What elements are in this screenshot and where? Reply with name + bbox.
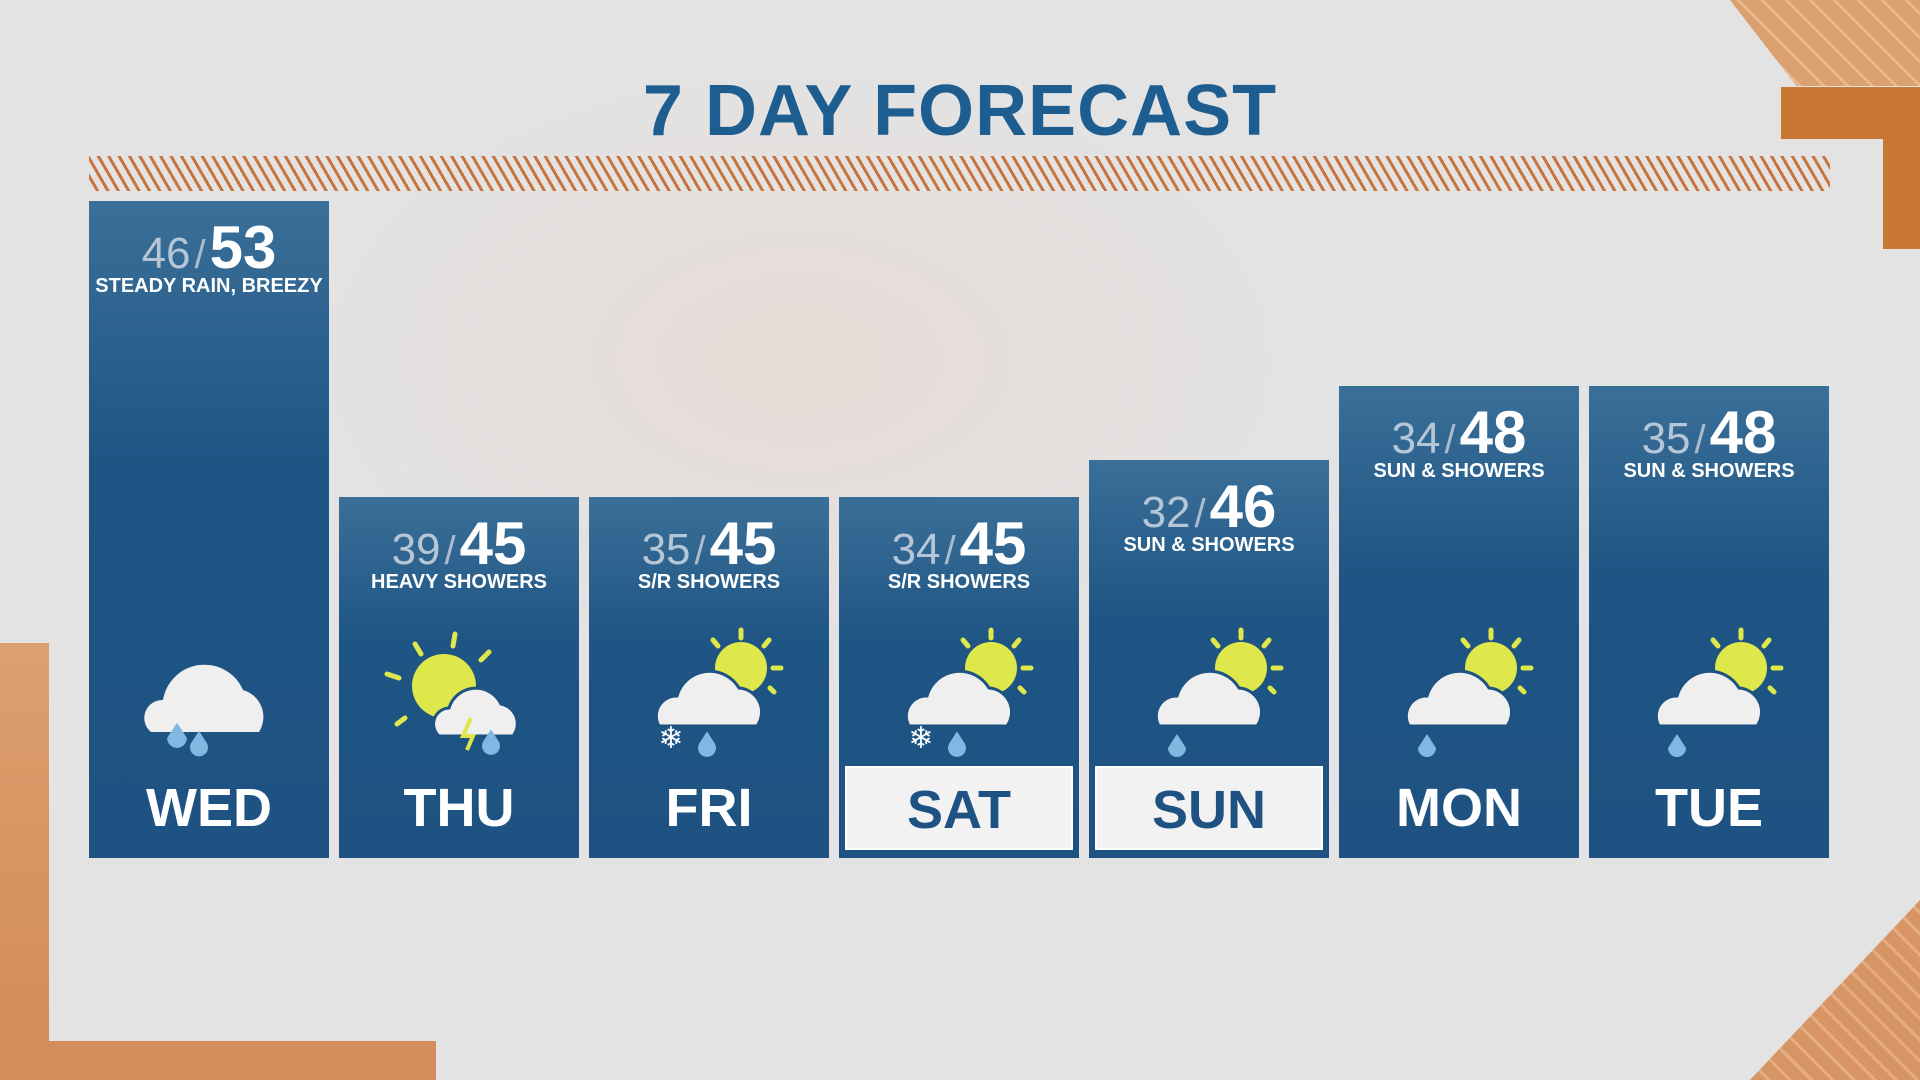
condition-text: S/R SHOWERS <box>887 571 1031 593</box>
temp-separator: / <box>944 529 956 573</box>
rain-cloud-icon <box>144 664 264 757</box>
temp-separator: / <box>1194 492 1206 536</box>
condition-text: SUN & SHOWERS <box>1373 460 1545 482</box>
decor-bar-right <box>1883 87 1920 249</box>
high-temp: 45 <box>959 510 1027 577</box>
condition-text: S/R SHOWERS <box>637 571 781 593</box>
temp-separator: / <box>194 233 206 277</box>
sun-snow-rain-icon: ❄ <box>904 627 1034 757</box>
decor-bar-bottom <box>0 1041 436 1080</box>
high-temp: 48 <box>1459 399 1527 466</box>
temperature-range: 34/45 <box>839 509 1079 578</box>
hatch-divider <box>89 156 1830 191</box>
sun-thunder-shower-icon <box>384 631 519 755</box>
day-label: WED <box>146 778 272 838</box>
forecast-panel-sat: 34/45 S/R SHOWERS ❄ SAT <box>839 497 1079 858</box>
high-temp: 46 <box>1209 473 1277 540</box>
day-label: SUN <box>1095 766 1323 850</box>
decor-bar-left <box>0 643 49 1080</box>
sun-shower-icon <box>1654 627 1784 757</box>
day-label: FRI <box>665 778 753 838</box>
low-temp: 32 <box>1141 488 1191 537</box>
day-label: THU <box>403 778 515 838</box>
day-label: MON <box>1396 778 1522 838</box>
high-temp: 45 <box>459 510 527 577</box>
temperature-range: 39/45 <box>339 509 579 578</box>
low-temp: 35 <box>1641 414 1691 463</box>
temperature-range: 34/48 <box>1339 398 1579 467</box>
low-temp: 34 <box>891 525 941 574</box>
day-label: SAT <box>845 766 1073 850</box>
condition-text: SUN & SHOWERS <box>1623 460 1795 482</box>
forecast-panel-wed: 46/53 STEADY RAIN, BREEZY WED <box>89 201 329 858</box>
svg-text:❄: ❄ <box>908 722 933 755</box>
sun-shower-icon <box>1404 627 1534 757</box>
low-temp: 39 <box>391 525 441 574</box>
sun-snow-rain-icon: ❄ <box>654 627 784 757</box>
forecast-panel-sun: 32/46 SUN & SHOWERS SUN <box>1089 460 1329 858</box>
day-label: TUE <box>1655 778 1763 838</box>
low-temp: 35 <box>641 525 691 574</box>
forecast-panel-thu: 39/45 HEAVY SHOWERS THU <box>339 497 579 858</box>
forecast-panel-fri: 35/45 S/R SHOWERS ❄ FRI <box>589 497 829 858</box>
temp-separator: / <box>1694 418 1706 462</box>
temperature-range: 46/53 <box>89 213 329 282</box>
low-temp: 34 <box>1391 414 1441 463</box>
svg-text:❄: ❄ <box>658 722 683 755</box>
sun-shower-icon <box>1154 627 1284 757</box>
page-title: 7 DAY FORECAST <box>642 71 1278 151</box>
condition-text: HEAVY SHOWERS <box>371 571 547 593</box>
temperature-range: 35/48 <box>1589 398 1829 467</box>
low-temp: 46 <box>141 229 191 278</box>
temperature-range: 32/46 <box>1089 472 1329 541</box>
forecast-panel-mon: 34/48 SUN & SHOWERS MON <box>1339 386 1579 858</box>
high-temp: 48 <box>1709 399 1777 466</box>
forecast-panel-tue: 35/48 SUN & SHOWERS TUE <box>1589 386 1829 858</box>
condition-text: STEADY RAIN, BREEZY <box>95 275 323 297</box>
high-temp: 53 <box>209 214 277 281</box>
temp-separator: / <box>1444 418 1456 462</box>
condition-text: SUN & SHOWERS <box>1123 534 1295 556</box>
temp-separator: / <box>444 529 456 573</box>
temp-separator: / <box>694 529 706 573</box>
decor-stripes-bottom-right <box>1750 900 1920 1080</box>
temperature-range: 35/45 <box>589 509 829 578</box>
high-temp: 45 <box>709 510 777 577</box>
